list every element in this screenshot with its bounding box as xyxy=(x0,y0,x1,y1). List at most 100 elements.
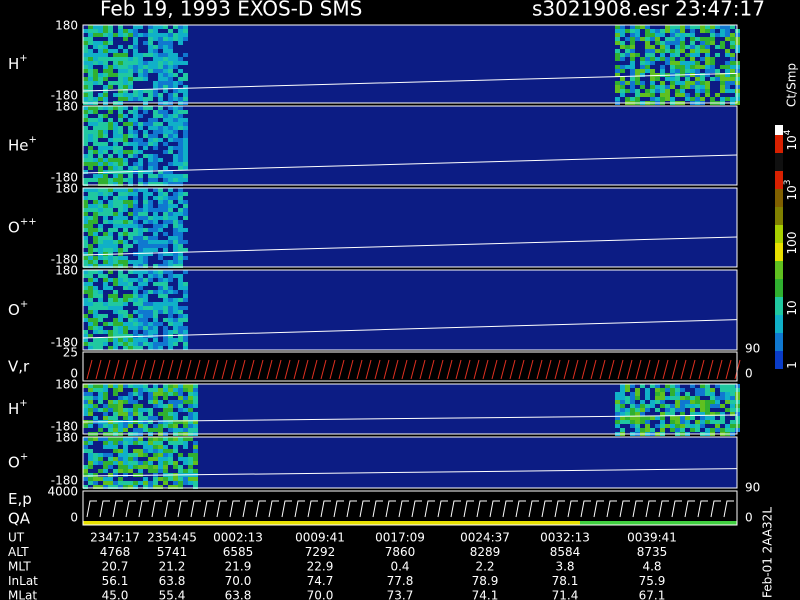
spectrogram-cell xyxy=(705,81,710,85)
spectrogram-cell xyxy=(635,29,640,33)
spectrogram-cell xyxy=(685,69,690,73)
spectrogram-cell xyxy=(640,69,645,73)
spectrogram-cell xyxy=(128,150,133,154)
spectrogram-cell xyxy=(113,182,118,186)
spectrogram-cell xyxy=(118,453,123,457)
row-value: 55.4 xyxy=(159,589,186,600)
spectrogram-cell xyxy=(143,182,148,186)
spectrogram-cell xyxy=(98,396,103,400)
spectrogram-cell xyxy=(108,204,113,208)
spectrogram-cell xyxy=(168,408,173,412)
spectrogram-cell xyxy=(645,93,650,97)
spectrogram-cell xyxy=(123,232,128,236)
spectrogram-cell xyxy=(98,174,103,178)
spectrogram-cell xyxy=(98,182,103,186)
spectrogram-cell xyxy=(163,53,168,57)
spectrogram-cell xyxy=(655,77,660,81)
spectrogram-cell xyxy=(163,220,168,224)
spectrogram-cell xyxy=(143,270,148,274)
spectrogram-cell xyxy=(148,420,153,424)
spectrogram-cell xyxy=(83,302,88,306)
spectrogram-cell xyxy=(705,412,710,416)
spectrogram-cell xyxy=(173,162,178,166)
spectrogram-cell xyxy=(695,69,700,73)
spectrogram-cell xyxy=(168,310,173,314)
spectrogram-cell xyxy=(720,416,725,420)
spectrogram-cell xyxy=(730,65,735,69)
spectrogram-cell xyxy=(630,57,635,61)
spectrogram-cell xyxy=(133,57,138,61)
spectrogram-cell xyxy=(615,412,620,416)
spectrogram-cell xyxy=(665,412,670,416)
spectrogram-cell xyxy=(183,37,188,41)
spectrogram-cell xyxy=(635,69,640,73)
spectrogram-cell xyxy=(690,53,695,57)
spectrogram-cell xyxy=(163,298,168,302)
spectrogram-cell xyxy=(148,106,153,110)
velocity-trace xyxy=(698,359,705,380)
spectrogram-cell xyxy=(700,420,705,424)
spectrogram-cell xyxy=(675,392,680,396)
spectrogram-cell xyxy=(118,264,123,268)
spectrogram-cell xyxy=(153,33,158,37)
spectrogram-cell xyxy=(670,57,675,61)
energy-trace xyxy=(515,500,526,518)
spectrogram-cell xyxy=(113,166,118,170)
spectrogram-cell xyxy=(635,73,640,77)
spectrogram-cell xyxy=(108,428,113,432)
spectrogram-cell xyxy=(163,61,168,65)
spectrogram-cell xyxy=(620,69,625,73)
spectrogram-cell xyxy=(720,85,725,89)
velocity-trace xyxy=(401,359,408,380)
spectrogram-cell xyxy=(148,388,153,392)
spectrogram-cell xyxy=(153,274,158,278)
spectrogram-cell xyxy=(158,449,163,453)
spectrogram-cell xyxy=(685,25,690,29)
spectrogram-cell xyxy=(128,73,133,77)
spectrogram-cell xyxy=(128,166,133,170)
spectrogram-cell xyxy=(133,392,138,396)
spectrogram-cell xyxy=(715,69,720,73)
spectrogram-cell xyxy=(113,178,118,182)
spectrogram-cell xyxy=(138,114,143,118)
spectrogram-cell xyxy=(700,37,705,41)
spectrogram-cell xyxy=(193,388,198,392)
spectrogram-cell xyxy=(173,322,178,326)
spectrogram-cell xyxy=(83,260,88,264)
spectrogram-cell xyxy=(138,302,143,306)
spectrogram-cell xyxy=(183,282,188,286)
spectrogram-cell xyxy=(123,416,128,420)
spectrogram-cell xyxy=(163,302,168,306)
footer-code: Feb-01 2AA32L xyxy=(761,507,775,598)
spectrogram-cell xyxy=(143,326,148,330)
spectrogram-cell xyxy=(123,449,128,453)
spectrogram-cell xyxy=(620,53,625,57)
spectrogram-cell xyxy=(660,57,665,61)
spectrogram-cell xyxy=(113,342,118,346)
energy-trace xyxy=(723,500,734,518)
spectrogram-cell xyxy=(153,404,158,408)
spectrogram-cell xyxy=(700,408,705,412)
spectrogram-cell xyxy=(123,400,128,404)
spectrogram-cell xyxy=(148,252,153,256)
spectrogram-cell xyxy=(138,25,143,29)
spectrogram-cell xyxy=(183,138,188,142)
energy-trace xyxy=(138,500,149,518)
spectrogram-cell xyxy=(83,170,88,174)
spectrogram-cell xyxy=(88,441,93,445)
energy-trace xyxy=(164,500,175,518)
spectrogram-cell xyxy=(178,25,183,29)
spectrogram-cell xyxy=(690,61,695,65)
spectrogram-cell xyxy=(710,412,715,416)
spectrogram-cell xyxy=(635,89,640,93)
spectrogram-cell xyxy=(725,85,730,89)
velocity-trace xyxy=(320,359,327,380)
spectrogram-cell xyxy=(660,412,665,416)
spectrogram-cell xyxy=(128,260,133,264)
spectrogram-cell xyxy=(93,158,98,162)
spectrogram-cell xyxy=(715,400,720,404)
spectrogram-cell xyxy=(98,41,103,45)
spectrogram-cell xyxy=(625,408,630,412)
spectrogram-cell xyxy=(153,89,158,93)
spectrogram-cell xyxy=(148,392,153,396)
